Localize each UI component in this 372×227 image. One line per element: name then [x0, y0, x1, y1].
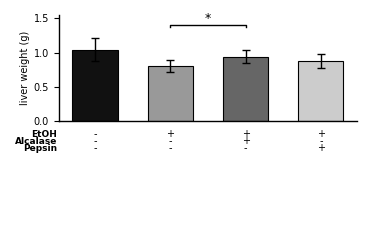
Text: +: +: [241, 129, 250, 139]
Text: -: -: [93, 143, 97, 153]
Bar: [73, 50, 118, 121]
Bar: [298, 61, 343, 121]
Text: -: -: [169, 143, 172, 153]
Text: -: -: [93, 136, 97, 146]
Text: -: -: [244, 143, 247, 153]
Text: +: +: [166, 129, 174, 139]
Text: EtOH: EtOH: [32, 130, 57, 139]
Text: *: *: [205, 12, 211, 25]
Text: Alcalase: Alcalase: [15, 137, 57, 146]
Text: +: +: [317, 129, 325, 139]
Bar: [148, 66, 193, 121]
Text: -: -: [319, 136, 323, 146]
Bar: [223, 57, 268, 121]
Text: Pepsin: Pepsin: [23, 144, 57, 153]
Text: -: -: [169, 136, 172, 146]
Text: +: +: [241, 136, 250, 146]
Y-axis label: liver weight (g): liver weight (g): [20, 31, 29, 105]
Text: +: +: [317, 143, 325, 153]
Text: -: -: [93, 129, 97, 139]
